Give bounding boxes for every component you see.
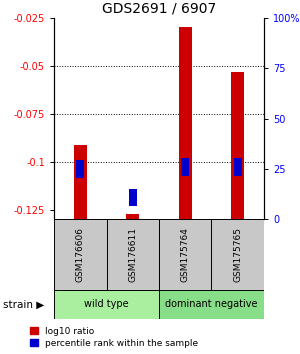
- Bar: [234, 158, 242, 176]
- Bar: [181, 158, 189, 176]
- Text: GSM176606: GSM176606: [76, 227, 85, 282]
- Bar: [159, 219, 211, 290]
- Text: strain ▶: strain ▶: [3, 299, 44, 309]
- Bar: [74, 144, 87, 219]
- Bar: [159, 290, 264, 319]
- Bar: [106, 219, 159, 290]
- Text: wild type: wild type: [84, 299, 129, 309]
- Bar: [54, 219, 106, 290]
- Bar: [129, 189, 137, 206]
- Text: GSM175765: GSM175765: [233, 227, 242, 282]
- Text: GSM176611: GSM176611: [128, 227, 137, 282]
- Bar: [212, 219, 264, 290]
- Bar: [126, 214, 139, 219]
- Bar: [179, 27, 192, 219]
- Bar: [54, 290, 159, 319]
- Text: dominant negative: dominant negative: [165, 299, 258, 309]
- Text: GSM175764: GSM175764: [181, 227, 190, 282]
- Bar: [76, 160, 84, 178]
- Bar: [231, 72, 244, 219]
- Title: GDS2691 / 6907: GDS2691 / 6907: [102, 1, 216, 15]
- Legend: log10 ratio, percentile rank within the sample: log10 ratio, percentile rank within the …: [28, 325, 200, 349]
